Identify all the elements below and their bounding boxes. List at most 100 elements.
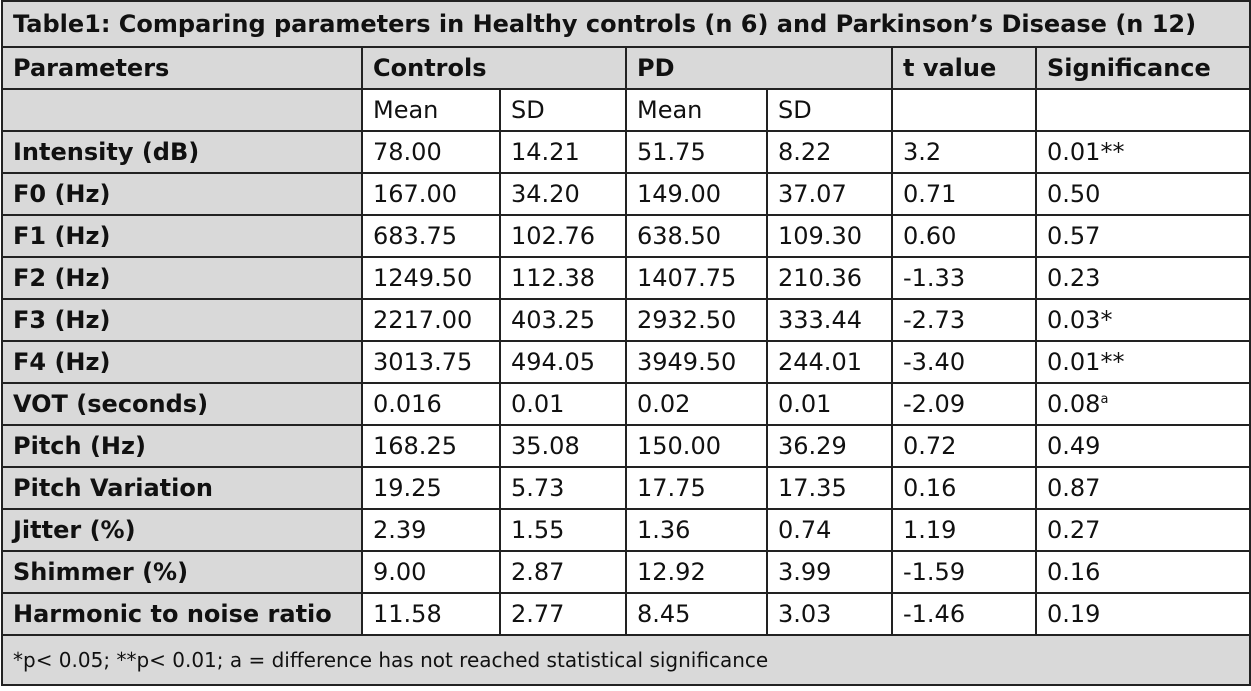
cell-pd-sd: 17.35 (766, 466, 893, 510)
cell-pd-sd: 3.03 (766, 592, 893, 636)
cell-t-value: -1.46 (891, 592, 1037, 636)
table-row: Pitch Variation 19.25 5.73 17.75 17.35 0.16 0.… (1, 466, 1251, 510)
cell-parameter: F2 (Hz) (1, 256, 363, 300)
cell-controls-mean: 168.25 (361, 424, 501, 468)
cell-controls-mean: 3013.75 (361, 340, 501, 384)
header-pd: PD (625, 46, 893, 90)
cell-pd-sd: 8.22 (766, 130, 893, 174)
cell-parameter: Jitter (%) (1, 508, 363, 552)
cell-pd-mean: 0.02 (625, 382, 768, 426)
cell-significance: 0.57 (1034, 214, 1251, 258)
cell-parameter: Shimmer (%) (1, 550, 363, 594)
cell-t-value: 0.71 (891, 172, 1037, 216)
cell-parameter: F1 (Hz) (1, 214, 363, 258)
cell-pd-mean: 638.50 (625, 214, 768, 258)
cell-controls-sd: 494.05 (499, 340, 627, 384)
cell-t-value: -1.59 (891, 550, 1037, 594)
table-row: Shimmer (%) 9.00 2.87 12.92 3.99 -1.59 0.16 (1, 550, 1251, 594)
cell-significance: 0.27 (1034, 508, 1251, 552)
table-row: Harmonic to noise ratio 11.58 2.77 8.45 3.03… (1, 592, 1251, 636)
cell-pd-sd: 37.07 (766, 172, 893, 216)
subheader-pd-mean: Mean (625, 88, 768, 132)
cell-significance: 0.03* (1034, 298, 1251, 342)
cell-t-value: 3.2 (891, 130, 1037, 174)
cell-significance: 0.16 (1034, 550, 1251, 594)
cell-parameter: Pitch Variation (1, 466, 363, 510)
cell-t-value: 0.60 (891, 214, 1037, 258)
cell-significance: 0.50 (1034, 172, 1251, 216)
cell-controls-sd: 112.38 (499, 256, 627, 300)
cell-pd-sd: 36.29 (766, 424, 893, 468)
cell-pd-mean: 51.75 (625, 130, 768, 174)
cell-controls-mean: 2.39 (361, 508, 501, 552)
cell-significance: 0.49 (1034, 424, 1251, 468)
table-rows: Intensity (dB) 78.00 14.21 51.75 8.22 3.2 0.01… (1, 130, 1251, 636)
cell-pd-mean: 17.75 (625, 466, 768, 510)
table-row: Intensity (dB) 78.00 14.21 51.75 8.22 3.2 0.01… (1, 130, 1251, 174)
cell-controls-sd: 403.25 (499, 298, 627, 342)
cell-controls-mean: 19.25 (361, 466, 501, 510)
cell-pd-mean: 150.00 (625, 424, 768, 468)
cell-controls-sd: 2.77 (499, 592, 627, 636)
table-row: F1 (Hz) 683.75 102.76 638.50 109.30 0.60 0.57 (1, 214, 1251, 258)
subheader-blank-parameters (1, 88, 363, 132)
cell-parameter: Harmonic to noise ratio (1, 592, 363, 636)
cell-pd-mean: 149.00 (625, 172, 768, 216)
cell-t-value: 1.19 (891, 508, 1037, 552)
cell-parameter: F0 (Hz) (1, 172, 363, 216)
cell-controls-mean: 2217.00 (361, 298, 501, 342)
cell-controls-sd: 14.21 (499, 130, 627, 174)
cell-controls-sd: 35.08 (499, 424, 627, 468)
header-significance: Significance (1034, 46, 1251, 90)
cell-pd-mean: 1407.75 (625, 256, 768, 300)
table-row: Jitter (%) 2.39 1.55 1.36 0.74 1.19 0.27 (1, 508, 1251, 552)
subheader-pd-sd: SD (766, 88, 893, 132)
table-row: F4 (Hz) 3013.75 494.05 3949.50 244.01 -3.40 0.… (1, 340, 1251, 384)
cell-controls-sd: 2.87 (499, 550, 627, 594)
significance-superscript: a (1100, 392, 1109, 407)
cell-t-value: -3.40 (891, 340, 1037, 384)
cell-controls-sd: 102.76 (499, 214, 627, 258)
cell-pd-mean: 8.45 (625, 592, 768, 636)
cell-t-value: -2.73 (891, 298, 1037, 342)
cell-pd-mean: 2932.50 (625, 298, 768, 342)
table-title: Table1: Comparing parameters in Healthy … (0, 0, 1251, 48)
cell-controls-mean: 167.00 (361, 172, 501, 216)
table-footnote: *p< 0.05; **p< 0.01; a = difference has … (0, 634, 1251, 686)
cell-controls-sd: 1.55 (499, 508, 627, 552)
cell-parameter: Intensity (dB) (1, 130, 363, 174)
cell-controls-sd: 0.01 (499, 382, 627, 426)
cell-significance: 0.23 (1034, 256, 1251, 300)
cell-controls-mean: 78.00 (361, 130, 501, 174)
table-row: F0 (Hz) 167.00 34.20 149.00 37.07 0.71 0.50 (1, 172, 1251, 216)
subheader-blank-t (891, 88, 1037, 132)
cell-t-value: 0.72 (891, 424, 1037, 468)
cell-controls-sd: 5.73 (499, 466, 627, 510)
cell-significance: 0.19 (1034, 592, 1251, 636)
cell-significance: 0.01** (1034, 130, 1251, 174)
cell-pd-sd: 0.01 (766, 382, 893, 426)
cell-t-value: -1.33 (891, 256, 1037, 300)
cell-parameter: F3 (Hz) (1, 298, 363, 342)
header-controls: Controls (361, 46, 627, 90)
cell-significance: 0.08a (1034, 382, 1251, 426)
cell-controls-mean: 0.016 (361, 382, 501, 426)
cell-controls-mean: 1249.50 (361, 256, 501, 300)
cell-pd-sd: 109.30 (766, 214, 893, 258)
cell-t-value: -2.09 (891, 382, 1037, 426)
subheader-blank-sig (1034, 88, 1251, 132)
table-row: F3 (Hz) 2217.00 403.25 2932.50 333.44 -2.73 0.… (1, 298, 1251, 342)
cell-pd-sd: 0.74 (766, 508, 893, 552)
cell-pd-sd: 3.99 (766, 550, 893, 594)
cell-controls-mean: 9.00 (361, 550, 501, 594)
cell-pd-mean: 12.92 (625, 550, 768, 594)
cell-pd-mean: 1.36 (625, 508, 768, 552)
table-row: Pitch (Hz) 168.25 35.08 150.00 36.29 0.72 0.49 (1, 424, 1251, 468)
cell-pd-sd: 333.44 (766, 298, 893, 342)
cell-pd-sd: 210.36 (766, 256, 893, 300)
table-row: VOT (seconds) 0.016 0.01 0.02 0.01 -2.09 0.08a (1, 382, 1251, 426)
cell-significance: 0.01** (1034, 340, 1251, 384)
cell-parameter: Pitch (Hz) (1, 424, 363, 468)
